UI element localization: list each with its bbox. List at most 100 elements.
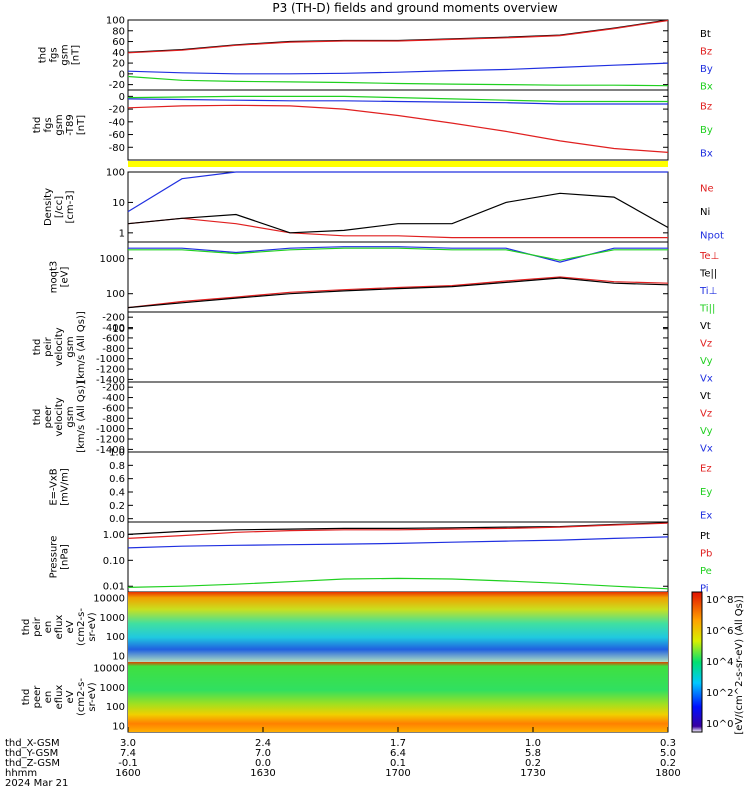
series-line-Bx bbox=[127, 75, 669, 87]
y-tick-label: 80 bbox=[112, 26, 125, 37]
y-tick-label: -600 bbox=[102, 333, 125, 344]
y-tick-label: 0.8 bbox=[109, 461, 125, 472]
legend-Ti||: Ti|| bbox=[699, 303, 715, 314]
legend-Bz: Bz bbox=[700, 102, 712, 113]
y-tick-label: 40 bbox=[112, 48, 125, 59]
y-axis-label: peir bbox=[43, 336, 54, 356]
y-tick-label: 10 bbox=[112, 324, 125, 335]
y-axis-label: fgs bbox=[43, 117, 54, 132]
y-axis-label: peer bbox=[43, 405, 54, 429]
y-axis-label: [nT] bbox=[76, 115, 87, 135]
y-axis-label: sr-eV) bbox=[87, 682, 98, 711]
series-line-Ti|| bbox=[128, 247, 668, 261]
y-tick-label: -1000 bbox=[96, 424, 125, 435]
series-line-Te|| bbox=[127, 277, 669, 309]
panel-frame bbox=[127, 381, 669, 453]
panel-6: -200-400-600-800-1000-1200-1400 thd peer ve… bbox=[32, 381, 713, 456]
x-tick-label: 7.0 bbox=[255, 748, 271, 759]
y-axis-label: Pressure bbox=[49, 536, 60, 579]
colorbar-tick: 10^0 bbox=[706, 719, 733, 730]
y-tick-label: 0.6 bbox=[109, 474, 125, 485]
x-row-label: thd_Y-GSM bbox=[5, 748, 58, 759]
y-axis-label: gsm bbox=[54, 114, 65, 135]
y-axis-label: velocity bbox=[54, 397, 65, 436]
legend-Pi: Pi bbox=[700, 583, 709, 594]
series-line-Bx bbox=[127, 98, 668, 105]
legend-Bx: Bx bbox=[700, 81, 713, 92]
series-line-By bbox=[127, 62, 669, 75]
legend-Ex: Ex bbox=[700, 510, 712, 521]
y-axis-label: en bbox=[43, 621, 54, 634]
colorbar-label: [eV/(cm^2-s-sr-eV) (All Qs)] bbox=[734, 595, 745, 734]
legend-Bx: Bx bbox=[700, 148, 713, 159]
y-axis-label: fgs bbox=[49, 47, 60, 62]
y-axis-label: eflux bbox=[54, 685, 65, 710]
y-tick-label: 1.00 bbox=[103, 530, 125, 541]
x-tick-label: 5.8 bbox=[525, 748, 541, 759]
y-axis-label: [km/s (All Qs)] bbox=[76, 311, 87, 383]
y-axis-label: [cm-3] bbox=[65, 190, 76, 223]
y-axis-label: [eV] bbox=[60, 267, 71, 288]
panel-3: 100 10 1 Density [/cc] [cm-3] Ne Ni Npot bbox=[43, 168, 724, 243]
x-tick-label: 0.3 bbox=[660, 738, 676, 749]
y-tick-label: 1000 bbox=[100, 683, 125, 694]
y-tick-label: 0.0 bbox=[109, 514, 125, 525]
x-tick-label: 1800 bbox=[655, 768, 680, 779]
y-tick-label: 0.01 bbox=[103, 582, 125, 593]
y-tick-label: -800 bbox=[102, 344, 125, 355]
y-tick-label: 20 bbox=[112, 59, 125, 70]
y-axis-label: velocity bbox=[54, 327, 65, 366]
y-axis-label: en bbox=[43, 691, 54, 704]
y-axis-label: eV bbox=[65, 620, 76, 633]
y-axis-label: [nT] bbox=[71, 45, 82, 65]
y-axis-label: thd bbox=[21, 619, 32, 636]
colorbar-tick: 10^4 bbox=[706, 657, 733, 668]
legend-Ey: Ey bbox=[700, 487, 712, 498]
y-tick-label: -40 bbox=[109, 117, 125, 128]
colorbar-tick: 10^8 bbox=[706, 595, 733, 606]
y-axis-label: (cm2-s- bbox=[76, 608, 87, 646]
x-row-label: thd_Z-GSM bbox=[5, 758, 60, 769]
legend-Vz: Vz bbox=[700, 408, 712, 419]
legend-Vx: Vx bbox=[700, 373, 713, 384]
y-axis-label: peer bbox=[32, 685, 43, 709]
figure-title: P3 (TH-D) fields and ground moments over… bbox=[272, 1, 557, 15]
x-tick-label: 3.0 bbox=[120, 738, 136, 749]
y-axis-label: -T89 bbox=[65, 114, 76, 136]
series-line-Pb bbox=[127, 522, 669, 539]
panel-frame bbox=[127, 171, 669, 243]
series-line-Ti⊥ bbox=[128, 246, 668, 263]
series-line-Ni bbox=[127, 192, 669, 234]
y-tick-label: -1400 bbox=[96, 445, 125, 456]
panel-frame bbox=[127, 521, 669, 593]
y-tick-label: -200 bbox=[102, 383, 125, 394]
y-tick-label: -80 bbox=[109, 143, 125, 154]
legend-Ne: Ne bbox=[700, 184, 714, 195]
y-tick-label: 0 bbox=[119, 69, 125, 80]
legend-Pb: Pb bbox=[700, 548, 712, 559]
y-tick-label: -20 bbox=[109, 80, 125, 91]
y-axis-label: Density bbox=[43, 188, 54, 226]
y-tick-label: -60 bbox=[109, 130, 125, 141]
series-line-Ne bbox=[127, 217, 668, 239]
y-axis-label: [mV/m] bbox=[60, 468, 71, 506]
legend-Vt: Vt bbox=[700, 391, 711, 402]
series-line-By bbox=[127, 95, 668, 103]
legend-Ti⊥: Ti⊥ bbox=[699, 286, 717, 297]
y-tick-label: 0.4 bbox=[109, 488, 125, 499]
x-axis: thd_X-GSM 3.0 2.4 1.7 1.0 0.3 thd_Y-GSM 7.4 7.0 6… bbox=[5, 727, 681, 779]
y-axis-label: E=-VxB bbox=[49, 468, 60, 505]
panel-8: 1.00 0.10 0.01 Pressure [nPa] Pt Pb Pe Pi bbox=[49, 521, 712, 594]
y-axis-label: thd bbox=[32, 117, 43, 134]
y-tick-label: -600 bbox=[102, 403, 125, 414]
x-tick-label: 0.2 bbox=[525, 758, 541, 769]
panel-4: 1000 100 10 moqt3 [eV] Te⊥ Te|| Ti⊥ Ti|| bbox=[49, 241, 719, 335]
colorbar-ticks: 10^8 10^6 10^4 10^2 10^0 bbox=[706, 595, 733, 730]
legend-Vx: Vx bbox=[700, 443, 713, 454]
y-tick-label: 10000 bbox=[93, 663, 125, 674]
x-row-label: thd_X-GSM bbox=[5, 738, 60, 749]
y-tick-label: 0.10 bbox=[103, 556, 125, 567]
y-axis-label: [km/s (All Qs)] bbox=[76, 381, 87, 453]
x-tick-label: 5.0 bbox=[660, 748, 676, 759]
